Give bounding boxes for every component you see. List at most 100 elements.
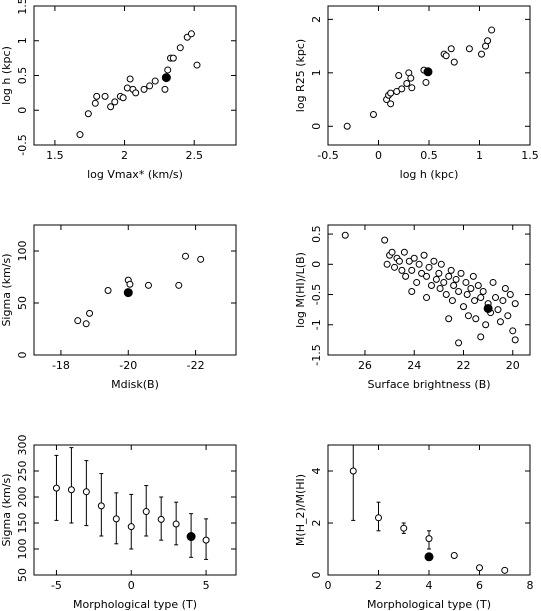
x-tick-label: -5	[51, 579, 62, 592]
data-point	[408, 288, 416, 296]
highlight-point	[186, 532, 196, 542]
x-tick-label: 8	[527, 579, 534, 592]
y-tick-label: 50	[16, 568, 29, 582]
data-point	[501, 566, 509, 574]
x-tick-label: 1.5	[46, 149, 64, 162]
plot-frame	[33, 224, 237, 356]
data-point	[425, 263, 433, 271]
data-point	[465, 45, 473, 53]
x-tick-label: 6	[476, 579, 483, 592]
y-tick-label: 1.5	[16, 0, 29, 15]
x-tick-label: 4	[426, 579, 433, 592]
y-tick-label: -1	[310, 319, 323, 330]
data-point	[425, 535, 433, 543]
data-point	[477, 333, 485, 341]
y-tick-label: -0.5	[310, 284, 323, 305]
y-tick-label: 300	[16, 435, 29, 456]
data-point	[84, 110, 92, 118]
data-points	[76, 30, 201, 139]
data-point	[127, 523, 135, 531]
data-point	[76, 131, 84, 139]
data-point	[341, 231, 349, 239]
chart-panel-5: -5 0 5 50 100 150 200 250 300 Morphological type …	[0, 435, 237, 611]
data-point	[164, 66, 172, 74]
data-point	[86, 309, 94, 317]
data-point	[422, 78, 430, 86]
data-point	[501, 284, 509, 292]
y-tick-label: 0	[310, 261, 323, 268]
data-point	[387, 100, 395, 108]
x-axis-label: log Vmax* (km/s)	[87, 168, 183, 181]
y-axis-label: log h (kpc)	[0, 46, 13, 105]
data-point	[479, 288, 487, 296]
data-point	[146, 82, 154, 90]
data-point	[400, 248, 408, 256]
data-point	[388, 248, 396, 256]
x-axis-label: log h (kpc)	[400, 168, 459, 181]
data-point	[387, 89, 395, 97]
x-axis-label: Morphological type (T)	[367, 598, 491, 611]
data-point	[464, 312, 472, 320]
data-point	[169, 54, 177, 62]
data-point	[484, 37, 492, 45]
data-point	[430, 257, 438, 265]
data-point	[494, 306, 502, 314]
data-point	[82, 488, 90, 496]
data-point	[423, 272, 431, 280]
data-point	[478, 50, 486, 58]
y-tick-label: 50	[16, 296, 29, 310]
y-tick-label: 150	[16, 513, 29, 534]
y-tick-label: 0	[310, 572, 323, 579]
data-point	[447, 45, 455, 53]
data-point	[187, 30, 195, 38]
data-point	[432, 275, 440, 283]
y-tick-label: 100	[16, 539, 29, 560]
plot-frame	[33, 444, 237, 576]
data-point	[488, 26, 496, 34]
data-point	[97, 502, 105, 510]
data-point	[395, 72, 403, 79]
data-point	[463, 291, 471, 299]
data-point	[375, 514, 382, 522]
data-point	[413, 278, 421, 286]
data-point	[437, 260, 445, 268]
chart-panel-3: -18 -20 -22 0 50 100 Mdisk(B) Sigma (km/s)	[0, 224, 237, 391]
data-points	[52, 447, 210, 560]
data-point	[349, 467, 357, 475]
data-point	[482, 321, 490, 329]
data-point	[381, 236, 389, 244]
y-tick-label: -0.5	[16, 134, 29, 155]
data-point	[119, 94, 127, 102]
data-point	[151, 77, 159, 85]
data-point	[52, 484, 60, 492]
data-point	[126, 75, 134, 83]
data-point	[440, 278, 448, 286]
data-point	[343, 122, 351, 130]
data-point	[435, 269, 443, 277]
y-tick-label: 2	[310, 520, 323, 527]
data-point	[455, 339, 463, 347]
y-axis-label: Sigma (km/s)	[0, 253, 13, 326]
highlight-point	[483, 303, 493, 313]
data-point	[423, 294, 431, 302]
data-point	[395, 257, 403, 265]
data-point	[182, 252, 189, 260]
data-point	[504, 312, 512, 320]
y-tick-label: 0	[310, 123, 323, 130]
data-point	[499, 297, 507, 305]
data-point	[492, 294, 500, 302]
data-point	[398, 266, 406, 274]
data-point	[452, 275, 460, 283]
data-point	[369, 111, 377, 119]
data-point	[400, 524, 408, 532]
chart-panel-6: 0 2 4 6 8 0 2 4 Morphological type (T) M(H_2)/M(H…	[294, 444, 534, 611]
data-point	[418, 269, 426, 277]
data-points	[74, 252, 205, 328]
data-point	[474, 281, 482, 289]
data-point	[407, 74, 415, 82]
x-tick-label: 0.5	[420, 149, 438, 162]
x-tick-label: 26	[358, 359, 372, 372]
data-point	[408, 266, 416, 274]
y-tick-label: -1.5	[310, 344, 323, 365]
y-axis-label: Sigma (km/s)	[0, 473, 13, 546]
